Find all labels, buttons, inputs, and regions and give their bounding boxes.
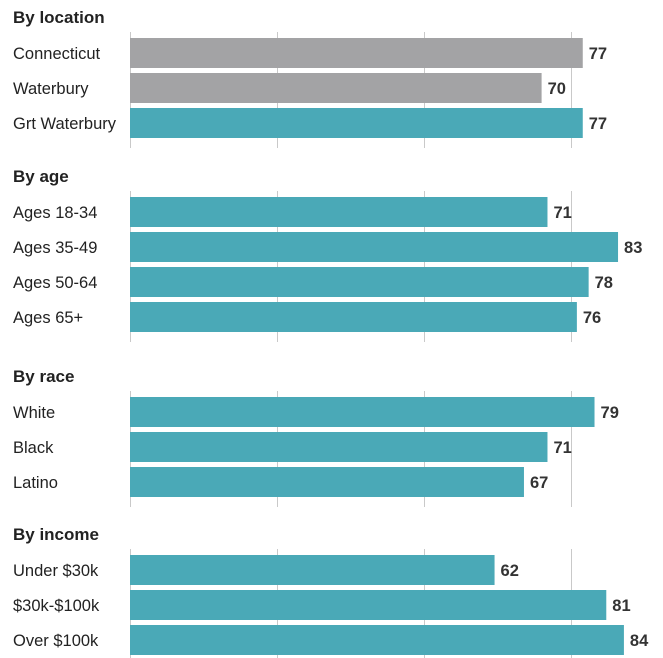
value-label: 70 (548, 80, 566, 98)
value-label: 84 (630, 632, 649, 650)
bar (130, 267, 589, 297)
value-label: 76 (583, 309, 601, 327)
bar (130, 432, 548, 462)
bar (130, 73, 542, 103)
value-label: 83 (624, 239, 642, 257)
category-label: White (13, 404, 55, 422)
category-label: Ages 35-49 (13, 239, 97, 257)
category-label: Waterbury (13, 80, 89, 98)
category-label: Ages 50-64 (13, 274, 97, 292)
bar (130, 467, 524, 497)
value-label: 77 (589, 115, 607, 133)
bar (130, 197, 548, 227)
value-label: 81 (612, 597, 630, 615)
value-label: 78 (595, 274, 613, 292)
bar (130, 625, 624, 655)
section-title: By age (13, 167, 69, 186)
category-label: Ages 18-34 (13, 204, 97, 222)
bar (130, 108, 583, 138)
section-title: By income (13, 525, 99, 544)
section-title: By race (13, 367, 74, 386)
value-label: 79 (601, 404, 619, 422)
category-label: Latino (13, 474, 58, 492)
value-label: 67 (530, 474, 548, 492)
bar (130, 397, 595, 427)
bar (130, 232, 619, 262)
category-label: Grt Waterbury (13, 115, 117, 133)
category-label: Over $100k (13, 632, 99, 650)
category-label: $30k-$100k (13, 597, 100, 615)
category-label: Ages 65+ (13, 309, 83, 327)
bar (130, 302, 577, 332)
value-label: 62 (501, 562, 519, 580)
category-label: Under $30k (13, 562, 99, 580)
category-label: Black (13, 439, 54, 457)
value-label: 71 (553, 204, 571, 222)
value-label: 77 (589, 45, 607, 63)
bar (130, 590, 607, 620)
bar (130, 555, 495, 585)
bar (130, 38, 583, 68)
section-title: By location (13, 8, 105, 27)
value-label: 71 (553, 439, 571, 457)
category-label: Connecticut (13, 45, 101, 63)
